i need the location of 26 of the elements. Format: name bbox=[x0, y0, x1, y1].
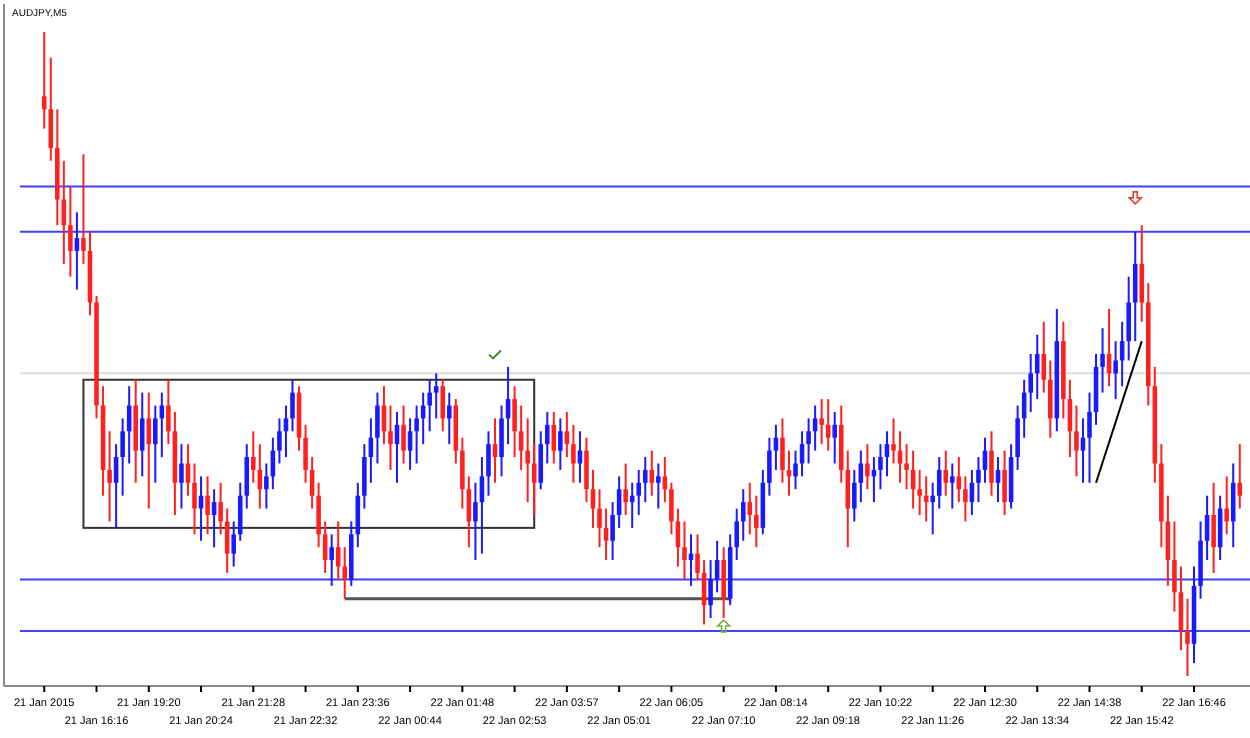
candlestick bbox=[656, 462, 661, 510]
candlestick bbox=[1211, 481, 1216, 574]
candlestick bbox=[133, 378, 138, 484]
candlestick bbox=[139, 391, 145, 478]
candlestick bbox=[205, 475, 210, 536]
candlestick bbox=[440, 378, 446, 433]
candlestick bbox=[832, 410, 837, 465]
candlestick bbox=[179, 443, 184, 510]
candlestick bbox=[858, 449, 864, 504]
candlestick bbox=[865, 443, 870, 491]
candlestick bbox=[447, 391, 452, 446]
candlestick bbox=[623, 462, 628, 516]
candlestick bbox=[407, 417, 413, 471]
candlestick bbox=[1002, 449, 1007, 516]
candlestick bbox=[558, 417, 563, 471]
candlestick bbox=[1237, 443, 1243, 510]
candlestick bbox=[146, 391, 152, 510]
candlestick bbox=[401, 404, 406, 465]
candlestick bbox=[329, 533, 334, 587]
candlestick bbox=[1230, 462, 1236, 549]
candlestick bbox=[1224, 475, 1229, 536]
candlestick bbox=[819, 398, 824, 446]
candlestick bbox=[721, 546, 726, 620]
candlestick bbox=[943, 449, 949, 497]
candlestick bbox=[950, 462, 955, 510]
candlestick bbox=[989, 430, 994, 497]
